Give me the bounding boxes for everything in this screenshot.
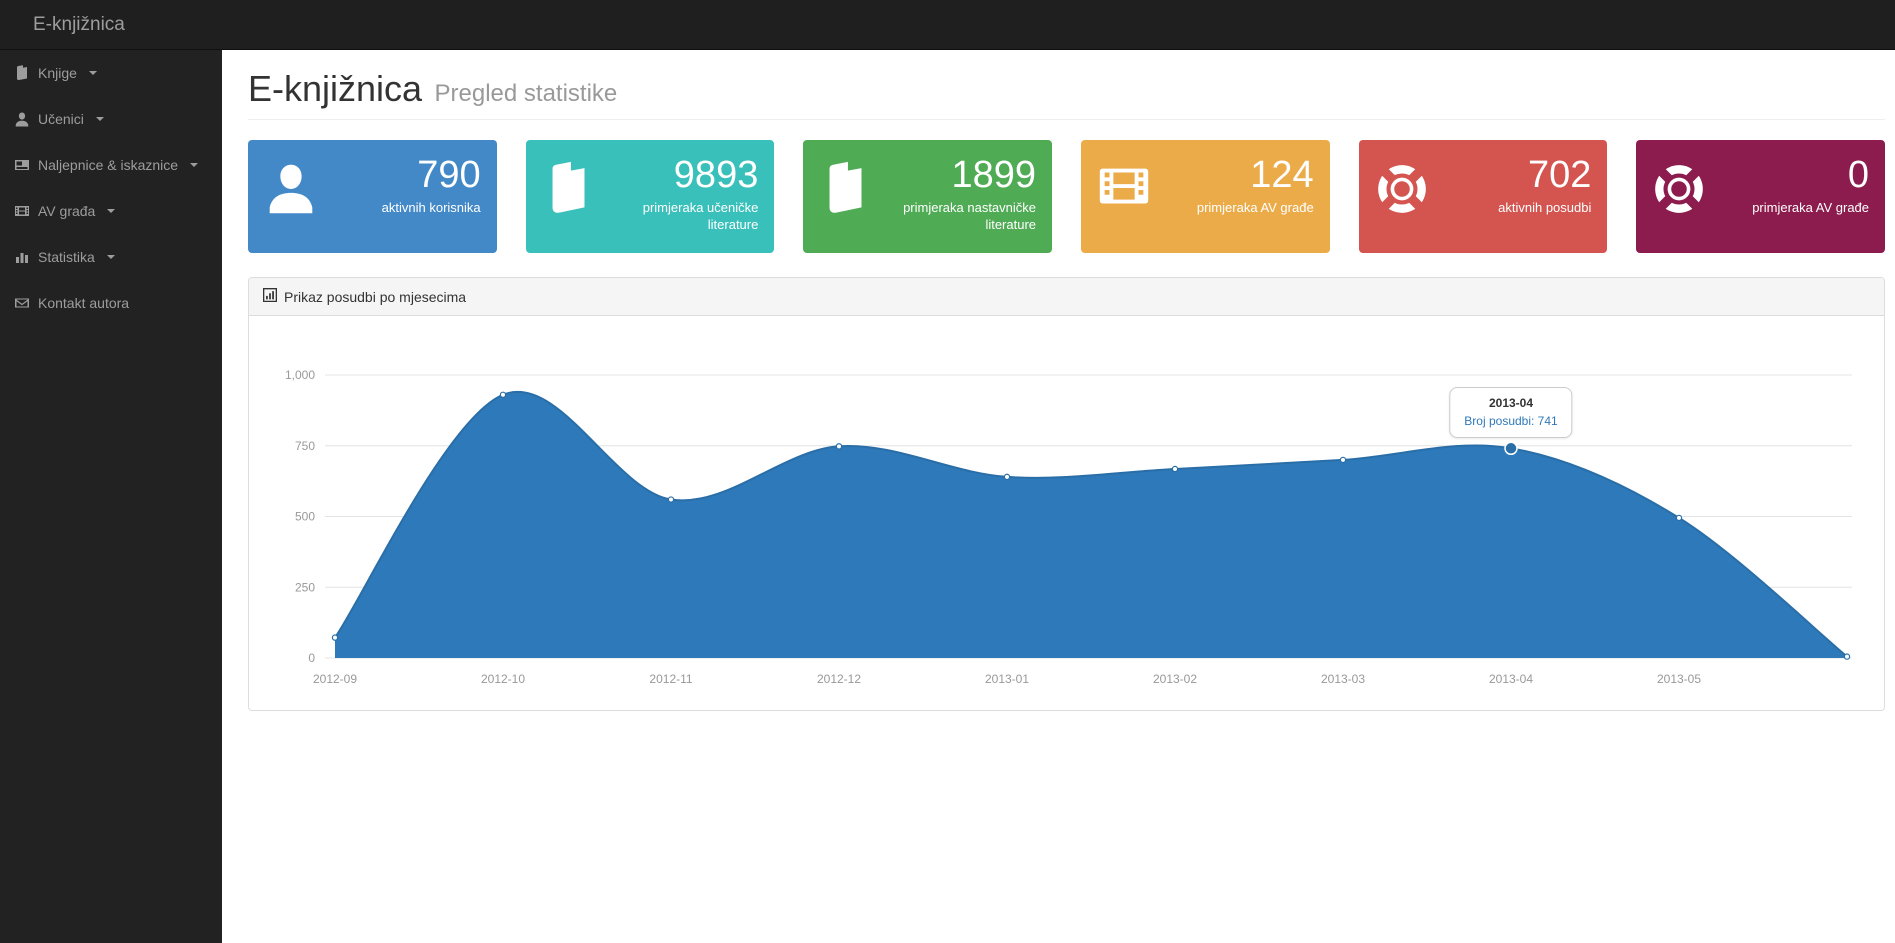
stat-value: 9893 bbox=[673, 154, 759, 196]
x-axis-tick: 2012-10 bbox=[481, 672, 525, 686]
area-series bbox=[335, 391, 1847, 658]
data-point-selected[interactable] bbox=[1504, 441, 1518, 456]
data-point[interactable] bbox=[835, 443, 843, 450]
stat-label: primjeraka nastavničke literature bbox=[903, 200, 1037, 232]
sidebar-item-statistika[interactable]: Statistika bbox=[0, 234, 222, 280]
stat-value: 0 bbox=[1847, 154, 1870, 196]
tooltip-title: 2013-04 bbox=[1488, 396, 1534, 411]
data-point[interactable] bbox=[331, 634, 339, 641]
data-point[interactable] bbox=[1003, 473, 1011, 481]
sidebar-item-naljepnice-iskaznice[interactable]: Naljepnice & iskaznice bbox=[0, 142, 222, 188]
data-point[interactable] bbox=[1843, 653, 1851, 660]
life-ring-icon bbox=[1373, 153, 1433, 243]
x-axis-tick: 2013-02 bbox=[1153, 672, 1197, 686]
stat-value: 124 bbox=[1250, 154, 1314, 196]
sidebar-item-label: Učenici bbox=[38, 111, 84, 127]
stat-label: primjeraka AV građe bbox=[1196, 200, 1314, 215]
sidebar-item-label: Knjige bbox=[38, 65, 77, 81]
stat-card-1: 9893 primjeraka učeničke literature bbox=[525, 140, 775, 253]
stat-card-4: 702 aktivnih posudbi bbox=[1358, 140, 1608, 253]
stat-label: primjeraka učeničke literature bbox=[642, 200, 759, 232]
x-axis-tick: 2012-11 bbox=[649, 672, 692, 686]
chevron-down-icon bbox=[190, 163, 199, 167]
stat-value: 702 bbox=[1527, 154, 1592, 196]
page-subtitle: Pregled statistike bbox=[434, 80, 618, 107]
user-icon bbox=[14, 111, 30, 127]
sidebar-item-u-enici[interactable]: Učenici bbox=[0, 96, 222, 142]
chevron-down-icon bbox=[88, 71, 97, 75]
bar-chart-icon bbox=[263, 288, 277, 305]
data-point[interactable] bbox=[1339, 456, 1347, 464]
x-axis-tick: 2013-05 bbox=[1657, 672, 1701, 686]
page-title: E-knjižnica bbox=[248, 68, 423, 109]
top-navbar: E-knjižnica bbox=[0, 0, 1895, 50]
data-point[interactable] bbox=[1675, 514, 1683, 522]
chevron-down-icon bbox=[107, 209, 116, 213]
sidebar: Knjige Učenici Naljepnice & iskaznice AV gr… bbox=[0, 50, 222, 943]
data-point[interactable] bbox=[499, 391, 507, 399]
film-icon bbox=[1095, 153, 1155, 243]
life-ring-icon bbox=[1650, 153, 1710, 243]
stat-label: primjeraka AV građe bbox=[1752, 200, 1870, 215]
x-axis-tick: 2012-09 bbox=[313, 672, 357, 686]
tooltip-value: Broj posudbi: 741 bbox=[1464, 414, 1558, 429]
main-content: E-knjižnica Pregled statistike 790 aktivn… bbox=[222, 50, 1895, 943]
y-axis-tick: 750 bbox=[295, 439, 315, 453]
film-icon bbox=[14, 203, 30, 219]
envelope-icon bbox=[14, 295, 30, 311]
stat-card-5: 0 primjeraka AV građe bbox=[1636, 140, 1886, 253]
sidebar-item-label: Naljepnice & iskaznice bbox=[38, 157, 179, 173]
stat-value: 1899 bbox=[951, 154, 1037, 196]
sidebar-item-label: Statistika bbox=[38, 249, 95, 265]
y-axis-tick: 0 bbox=[308, 651, 315, 665]
stat-card-0: 790 aktivnih korisnika bbox=[248, 140, 497, 253]
panel-body: 0 250 500 750 1,000 2012-09 2012-10 2012-11 2012… bbox=[249, 316, 1884, 710]
bar-chart-icon bbox=[14, 249, 30, 265]
data-point[interactable] bbox=[1171, 465, 1179, 473]
x-axis-tick: 2012-12 bbox=[817, 672, 861, 686]
y-axis-tick: 500 bbox=[295, 510, 315, 524]
book-icon bbox=[540, 153, 600, 243]
y-axis-tick: 250 bbox=[295, 580, 315, 594]
panel-heading: Prikaz posudbi po mjesecima bbox=[249, 278, 1884, 316]
chart-canvas[interactable]: 0 250 500 750 1,000 2012-09 2012-10 2012-11 2012… bbox=[257, 330, 1857, 700]
stat-label: aktivnih korisnika bbox=[381, 200, 481, 215]
stats-row: 790 aktivnih korisnika 9893 primjeraka učen… bbox=[248, 140, 1886, 253]
chevron-down-icon bbox=[95, 117, 104, 121]
loans-area-chart[interactable]: 0 250 500 750 1,000 2012-09 2012-10 2012-11 2012… bbox=[257, 330, 1857, 700]
sidebar-item-label: AV građa bbox=[38, 203, 96, 219]
book-icon bbox=[14, 65, 30, 81]
chevron-down-icon bbox=[106, 255, 115, 259]
user-icon bbox=[262, 153, 322, 243]
line-series bbox=[334, 391, 1848, 658]
stat-card-2: 1899 primjeraka nastavničke literature bbox=[803, 140, 1053, 253]
chart-tooltip: 2013-04 Broj posudbi: 741 bbox=[1449, 387, 1573, 439]
sidebar-item-knjige[interactable]: Knjige bbox=[0, 50, 222, 96]
data-point[interactable] bbox=[667, 496, 675, 503]
x-axis-tick: 2013-03 bbox=[1321, 672, 1365, 686]
x-axis-tick: 2013-04 bbox=[1489, 672, 1533, 686]
book-icon bbox=[817, 153, 877, 243]
panel-title: Prikaz posudbi po mjesecima bbox=[284, 288, 467, 305]
stat-label: aktivnih posudbi bbox=[1498, 200, 1592, 215]
x-axis-tick: 2013-01 bbox=[985, 672, 1029, 686]
brand-link[interactable]: E-knjižnica bbox=[33, 14, 125, 35]
sidebar-item-kontakt-autora[interactable]: Kontakt autora bbox=[0, 280, 222, 326]
y-axis-tick: 1,000 bbox=[285, 368, 315, 382]
stat-card-3: 124 primjeraka AV građe bbox=[1081, 140, 1330, 253]
stat-value: 790 bbox=[417, 154, 481, 196]
sidebar-item-av-gra-a[interactable]: AV građa bbox=[0, 188, 222, 234]
card-icon bbox=[14, 157, 30, 173]
loans-chart-panel: Prikaz posudbi po mjesecima 0 250 500 750 1,… bbox=[248, 277, 1885, 711]
page-header: E-knjižnica Pregled statistike bbox=[248, 68, 1885, 120]
sidebar-item-label: Kontakt autora bbox=[38, 295, 130, 311]
